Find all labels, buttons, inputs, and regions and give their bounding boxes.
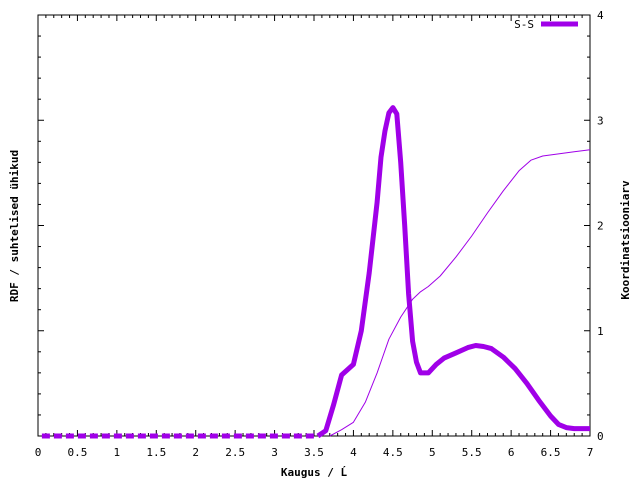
right-tick-label: 3 <box>597 114 604 127</box>
x-tick-label: 1.5 <box>146 446 166 459</box>
x-tick-label: 7 <box>587 446 594 459</box>
right-tick-label: 0 <box>597 430 604 443</box>
legend: S-S <box>514 18 578 31</box>
series-line-coordination <box>329 149 591 437</box>
x-axis-title: Kaugus / Ĺ <box>281 466 348 479</box>
right-tick-label: 1 <box>597 325 604 338</box>
series-line-rdf-peaks <box>316 105 590 439</box>
x-tick-label: 0 <box>35 446 42 459</box>
x-tick-label: 6 <box>508 446 515 459</box>
x-tick-label: 4.5 <box>383 446 403 459</box>
x-tick-label: 3.5 <box>304 446 324 459</box>
x-tick-label: 3 <box>271 446 278 459</box>
right-tick-label: 4 <box>597 9 604 22</box>
plot-frame <box>37 14 591 437</box>
series-layer <box>41 105 591 439</box>
x-tick-label: 1 <box>114 446 121 459</box>
x-tick-label: 5.5 <box>462 446 482 459</box>
right-axis-ticks: 0 1 2 3 4 <box>584 9 604 443</box>
right-axis-title: Koordinatsiooniarv <box>619 180 632 300</box>
x-axis-ticks: 0 0.5 1 1.5 2 2.5 3 3.5 4 4.5 5 5.5 6 6.5 7 <box>35 15 594 459</box>
legend-label: S-S <box>514 18 534 31</box>
x-tick-label: 2.5 <box>225 446 245 459</box>
x-tick-label: 0.5 <box>67 446 87 459</box>
x-tick-label: 5 <box>429 446 436 459</box>
x-tick-label: 2 <box>192 446 199 459</box>
left-axis-title: RDF / suhtelised ühikud <box>8 150 21 302</box>
right-tick-label: 2 <box>597 220 604 233</box>
left-axis-ticks <box>38 14 44 437</box>
x-tick-label: 4 <box>350 446 357 459</box>
x-tick-label: 6.5 <box>541 446 561 459</box>
